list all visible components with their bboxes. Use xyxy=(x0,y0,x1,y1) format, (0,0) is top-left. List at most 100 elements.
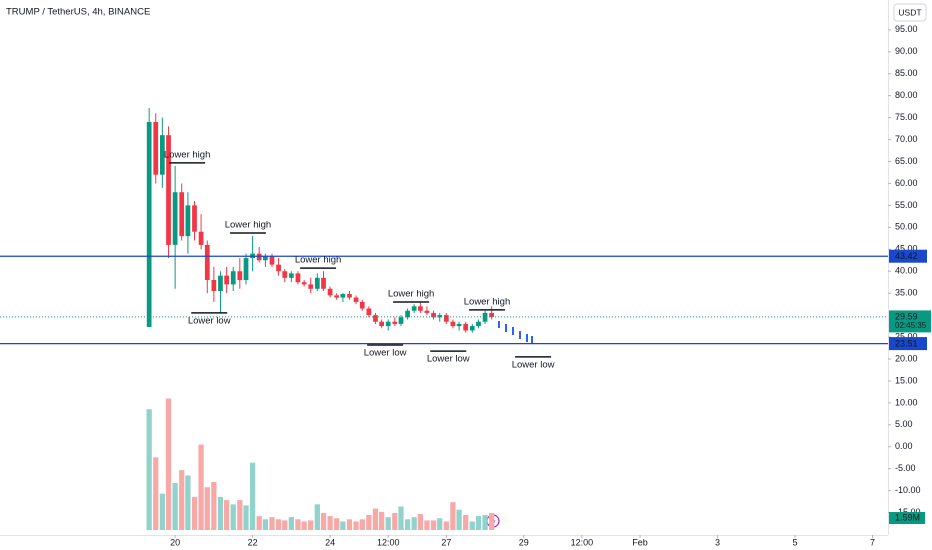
volume-bar xyxy=(262,519,269,530)
candle-body xyxy=(398,317,404,324)
volume-bar xyxy=(359,519,365,530)
y-tick-label: 35.00 xyxy=(895,288,918,298)
candle-body xyxy=(159,135,165,175)
volume-bar xyxy=(314,504,320,530)
x-tick-label: 7 xyxy=(870,537,875,547)
y-tick-label: 65.00 xyxy=(895,156,918,166)
volume-bar xyxy=(417,513,424,530)
volume-bar xyxy=(346,519,353,530)
volume-bar xyxy=(153,457,159,530)
y-tick-label: 20.00 xyxy=(895,353,918,363)
candle-body xyxy=(204,244,210,281)
annotation-label: Lower high xyxy=(295,255,341,266)
candle-body xyxy=(198,231,204,245)
volume-bar xyxy=(398,506,404,530)
volume-bar xyxy=(463,515,469,530)
candle-body xyxy=(340,294,346,298)
volume-bar xyxy=(198,444,204,530)
candle-body xyxy=(411,306,417,311)
candle-body xyxy=(385,321,391,327)
volume-bar xyxy=(334,518,340,530)
y-tick-label: 15.00 xyxy=(895,375,918,385)
candle-body xyxy=(482,312,488,322)
candle-body xyxy=(347,294,352,298)
annotation-label: Lower low xyxy=(512,359,555,370)
y-tick-label: 25.00 xyxy=(895,331,918,341)
volume-bar xyxy=(424,520,430,530)
candle-body xyxy=(405,310,410,318)
volume-bar xyxy=(308,520,314,530)
candle-body xyxy=(166,135,171,245)
candle-body xyxy=(469,326,475,331)
candle-body xyxy=(288,273,294,278)
volume-bar xyxy=(437,518,443,530)
y-tick-label: 75.00 xyxy=(895,112,918,122)
volume-bar xyxy=(179,470,185,530)
price-tag xyxy=(889,337,927,351)
annotation-label: Lower low xyxy=(188,315,231,326)
volume-bar xyxy=(249,462,256,530)
x-tick-label: Feb xyxy=(632,537,648,547)
currency-button[interactable] xyxy=(893,3,927,22)
annotation-label: Lower high xyxy=(388,288,434,299)
candle-body xyxy=(230,271,236,285)
candle-body xyxy=(153,122,159,175)
candle-body xyxy=(301,282,307,285)
volume-bar xyxy=(204,487,210,530)
volume-bar xyxy=(450,502,456,530)
volume-tag-label: 1.59M xyxy=(895,512,920,522)
volume-bar xyxy=(320,512,327,530)
candle-body xyxy=(379,321,384,327)
candle-body xyxy=(314,277,320,289)
y-tick-label: 5.00 xyxy=(895,419,913,429)
candle-body xyxy=(308,284,314,289)
volume-bar xyxy=(340,521,346,530)
annotation-label: Lower high xyxy=(164,149,210,160)
volume-bar xyxy=(217,496,224,530)
y-tick-label: 60.00 xyxy=(895,178,918,188)
last-price-tag xyxy=(889,310,931,333)
volume-bar xyxy=(243,505,249,530)
candle-body xyxy=(450,321,456,327)
volume-bar xyxy=(159,493,165,530)
candle-body xyxy=(243,258,249,281)
candle-body xyxy=(269,255,275,265)
volume-bar xyxy=(230,504,236,530)
volume-bar xyxy=(256,516,262,530)
currency-label[interactable]: USDT xyxy=(898,7,921,17)
candle-body xyxy=(463,323,469,331)
annotation-label: Lower low xyxy=(427,354,470,365)
y-tick-label: 0.00 xyxy=(895,441,913,451)
volume-bar xyxy=(282,520,288,530)
y-tick-label: -5.00 xyxy=(895,463,916,473)
candle-body xyxy=(417,306,423,311)
volume-bar xyxy=(378,511,385,530)
projection xyxy=(498,321,533,344)
volume-bar xyxy=(456,509,462,530)
volume-bar xyxy=(327,516,333,530)
y-tick-label: 50.00 xyxy=(895,222,918,232)
candle-body xyxy=(334,295,340,298)
y-tick-label: 90.00 xyxy=(895,46,918,56)
volume-bar xyxy=(237,500,243,530)
volume-bar xyxy=(489,513,495,530)
y-tick-label: -10.00 xyxy=(895,485,921,495)
candle-body xyxy=(327,288,333,296)
candle-body xyxy=(373,315,378,322)
y-tick-label: 55.00 xyxy=(895,200,918,210)
volume-tag xyxy=(889,512,925,525)
candle-body xyxy=(437,315,443,318)
volume-bar xyxy=(475,516,482,530)
candle-body xyxy=(185,205,191,237)
y-tick-label: 40.00 xyxy=(895,266,918,276)
last-price-label: 29.59 xyxy=(895,311,918,321)
volume-bar xyxy=(392,512,398,530)
volume-bar xyxy=(295,519,301,530)
volume-bar xyxy=(172,482,178,530)
volume-bar xyxy=(366,515,372,530)
candle-body xyxy=(211,280,217,291)
candle-body xyxy=(392,321,398,324)
x-tick-label: 5 xyxy=(793,537,798,547)
